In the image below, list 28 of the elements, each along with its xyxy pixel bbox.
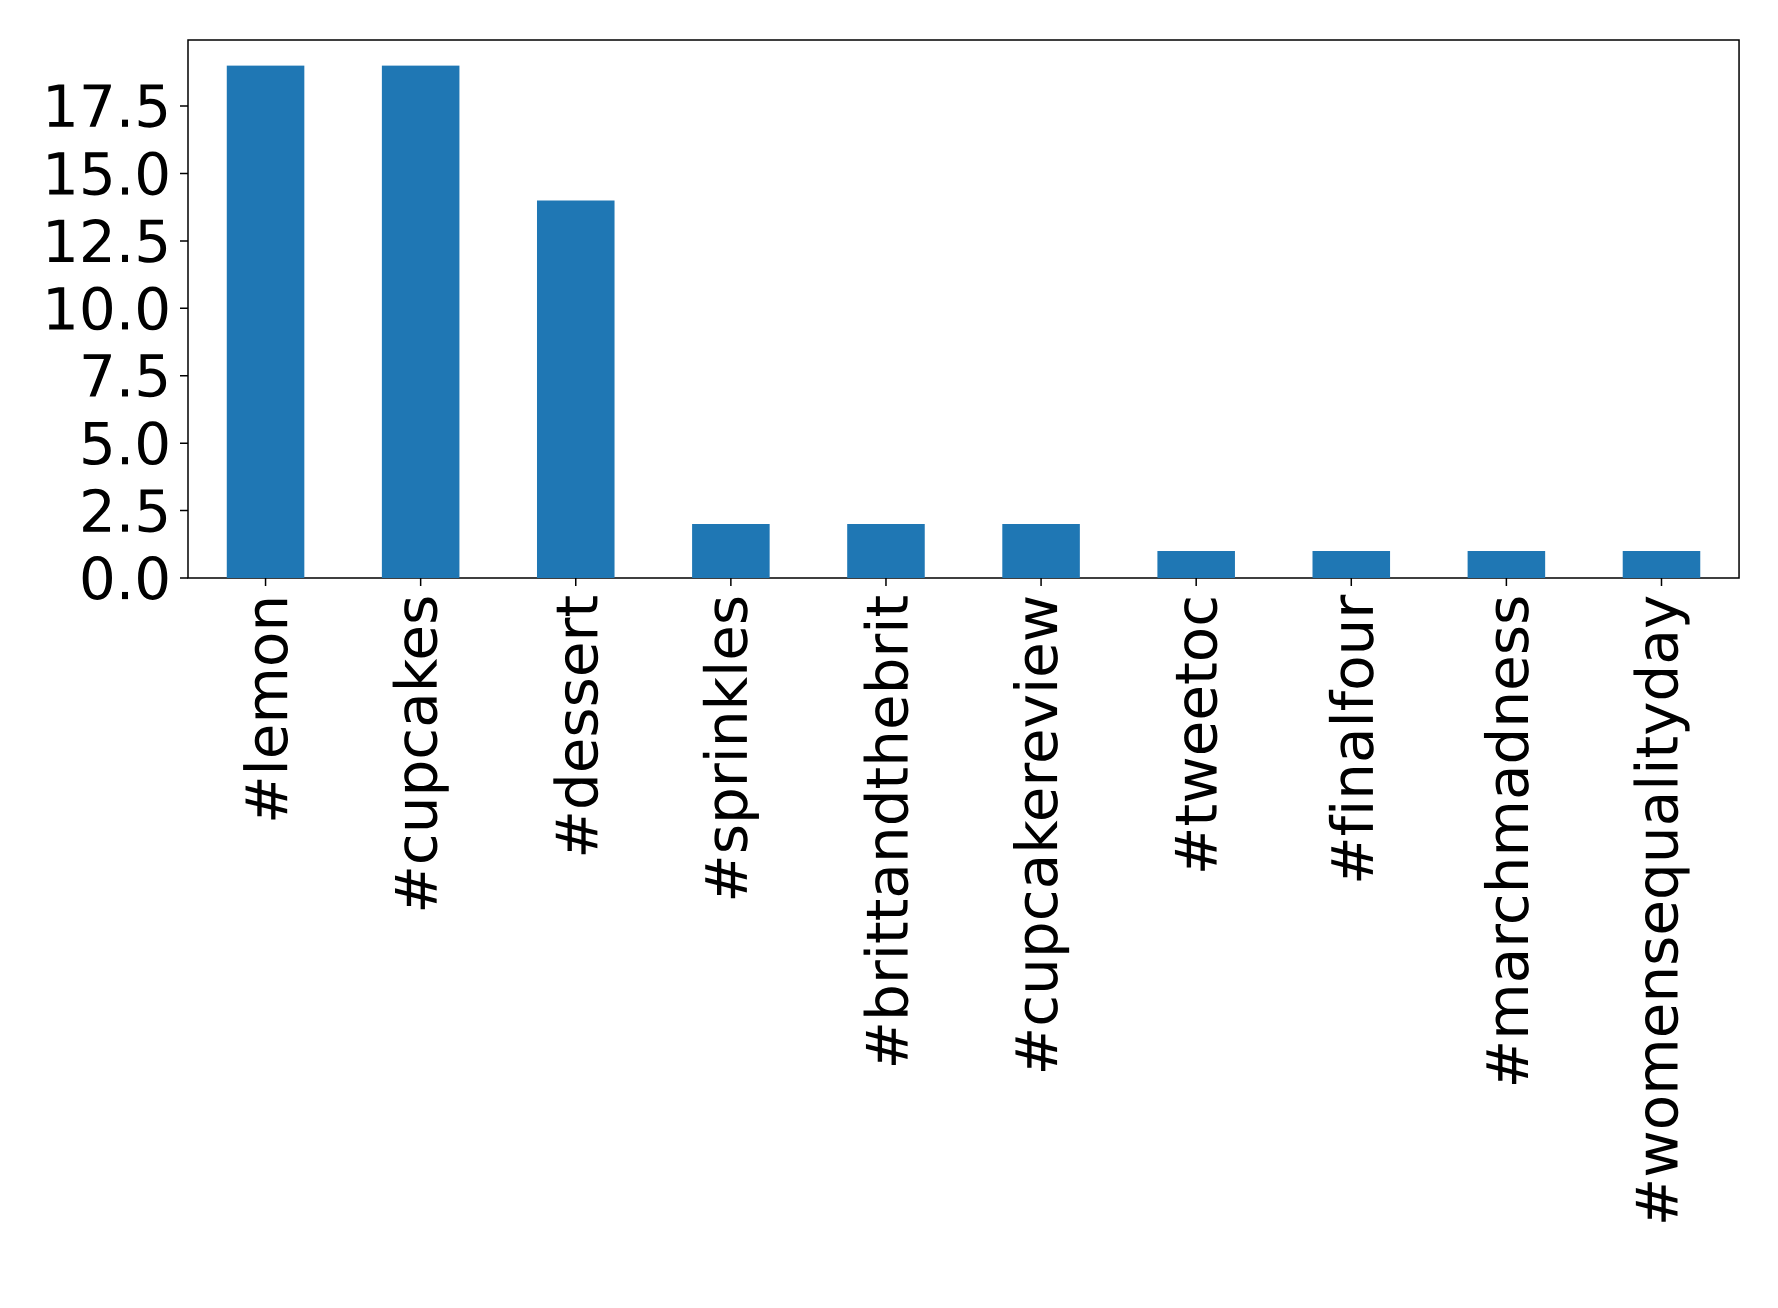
bar (1467, 551, 1546, 579)
y-tick-label: 0.0 (82, 556, 168, 600)
x-tick-label: #tweetoc (1174, 598, 1218, 871)
bar (381, 65, 460, 579)
x-tick-label: #sprinkles (702, 597, 759, 899)
y-tick-label: 15.0 (48, 151, 168, 196)
y-tick-label: 17.5 (48, 84, 167, 128)
y-tick-label: 2.5 (83, 488, 167, 533)
bar (1002, 524, 1080, 579)
bar (1622, 551, 1701, 579)
bar (1312, 551, 1391, 579)
x-tick-label: #cupcakereview (1013, 597, 1070, 1071)
y-tick-label: 5.0 (83, 421, 168, 466)
bar (847, 524, 925, 579)
x-tick-label: #cupcakes (392, 597, 449, 910)
bar (692, 524, 770, 579)
x-tick-label: #dessert (553, 596, 599, 855)
y-tick-label: 12.5 (48, 218, 167, 263)
x-tick-label: #lemon (243, 599, 288, 820)
y-tick-label: 10.0 (48, 286, 168, 331)
x-tick-label: #brittandthebrit (863, 596, 909, 1066)
x-tick-label: #finalfour (1328, 594, 1374, 881)
y-tick-label: 7.5 (83, 354, 167, 398)
bar (1157, 551, 1235, 579)
bar (226, 65, 305, 579)
x-tick-label: #womensequalityday (1633, 596, 1690, 1222)
x-tick-label: #marchmadness (1483, 597, 1529, 1084)
bar (536, 200, 615, 579)
